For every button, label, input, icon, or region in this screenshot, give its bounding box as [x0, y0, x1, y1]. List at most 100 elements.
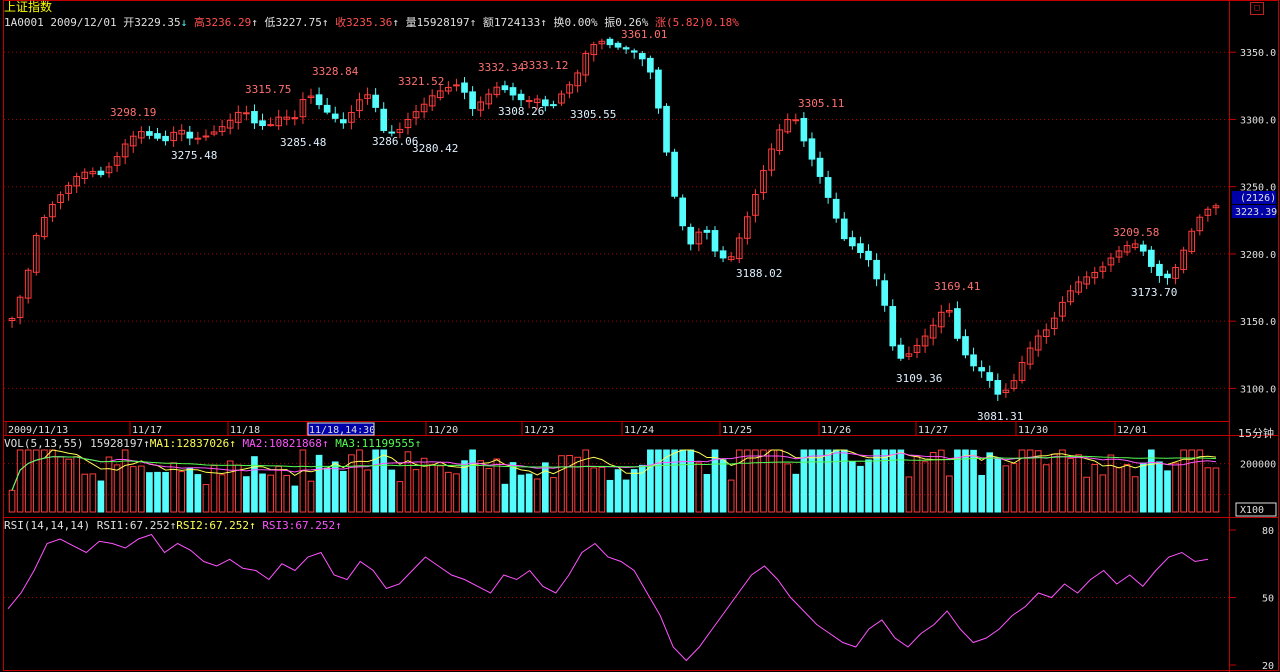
- volume-value: 量15928197: [405, 16, 470, 29]
- candle-body: [404, 118, 412, 129]
- volume-unit-label: X100: [1240, 505, 1264, 516]
- volume-bar: [493, 458, 501, 513]
- candle-body: [1212, 205, 1220, 209]
- candle-body: [1172, 266, 1179, 279]
- candle-body: [501, 85, 509, 91]
- volume-bar: [323, 467, 331, 513]
- candle-body: [436, 90, 444, 99]
- window-toggle-icon[interactable]: □: [1250, 2, 1264, 15]
- candle-body: [808, 138, 816, 160]
- volume-bar: [105, 456, 113, 513]
- volume-bar: [962, 449, 969, 513]
- rsi-tick-label: 50: [1262, 594, 1274, 605]
- vol-params: VOL(5,13,55): [4, 437, 84, 450]
- volume-bar: [978, 474, 985, 513]
- volume-bar: [679, 449, 687, 513]
- volume-bar: [339, 470, 347, 513]
- volume-bar: [259, 473, 266, 513]
- rsi1-arrow-icon: ↑: [169, 519, 177, 532]
- price-axis-ticks: 3100.0 3150.0 3200.0 3250.0 3300.0 3350.0: [1229, 48, 1276, 395]
- candle-body: [170, 131, 177, 142]
- date-axis-label: 11/30: [1018, 425, 1048, 436]
- candle-body: [622, 47, 630, 50]
- candle-body: [962, 336, 969, 356]
- volume-bar: [687, 449, 695, 513]
- candle-body: [695, 231, 703, 245]
- volume-bar: [897, 449, 905, 513]
- period-label[interactable]: 15分钟: [1238, 427, 1274, 440]
- volume-bar: [986, 452, 994, 513]
- price-tick-label: 3300.0: [1240, 115, 1276, 126]
- volume-bar: [792, 473, 800, 513]
- volume-bar: [1059, 449, 1066, 513]
- low-price: 低3227.75: [264, 16, 322, 29]
- volume-ma-lines: [11, 449, 1217, 491]
- date-axis-label: 11/17: [132, 425, 162, 436]
- candle-body: [776, 129, 783, 151]
- candle-body: [243, 112, 250, 115]
- volume-bar: [970, 449, 977, 513]
- candle-body: [461, 82, 468, 93]
- candle-body: [16, 296, 24, 318]
- candle-body: [711, 230, 719, 252]
- current-price-label: 3223.39: [1235, 207, 1277, 218]
- candle-body: [517, 93, 525, 101]
- volume-bar: [234, 464, 242, 513]
- volume-bar: [614, 469, 622, 513]
- candle-body: [1180, 249, 1187, 270]
- rsi3-arrow-icon: ↑: [335, 519, 342, 532]
- candle-body: [509, 87, 517, 96]
- candle-body: [792, 119, 800, 122]
- date-axis-label: 11/27: [918, 425, 948, 436]
- candle-body: [550, 104, 557, 107]
- candle-body: [428, 95, 436, 107]
- volume-bar: [574, 456, 581, 513]
- volume-bar: [1051, 453, 1058, 513]
- volume-bar: [1115, 467, 1123, 513]
- volume-bar: [388, 469, 396, 513]
- candle-body: [469, 91, 476, 110]
- rsi-line: [7, 533, 1209, 662]
- date-axis-label: 11/18: [230, 425, 260, 436]
- price-tick-label: 3350.0: [1240, 48, 1276, 59]
- volume-bar: [889, 449, 897, 513]
- candle-body: [533, 98, 541, 104]
- candle-body: [525, 100, 533, 103]
- candle-body: [614, 42, 622, 48]
- amount-value: 额1724133: [482, 16, 541, 29]
- candle-body: [752, 194, 759, 216]
- high-annotation: 3209.58: [1113, 226, 1159, 239]
- volume-bar: [1026, 449, 1034, 513]
- candle-body: [8, 317, 16, 321]
- candle-body: [24, 269, 32, 299]
- candlestick-series: [8, 36, 1220, 401]
- volume-bar: [566, 454, 573, 513]
- candle-body: [113, 156, 121, 166]
- volume-bar: [865, 459, 872, 513]
- high-annotation: 3361.01: [621, 28, 667, 41]
- volume-bar: [905, 476, 913, 513]
- candle-body: [1018, 362, 1026, 381]
- ma2-arrow-icon: ↑: [321, 437, 329, 450]
- volume-bar: [32, 449, 40, 513]
- volume-bar: [186, 467, 194, 513]
- candle-body: [299, 99, 307, 118]
- candle-body: [1107, 257, 1115, 266]
- candle-body: [606, 38, 614, 46]
- candle-body: [638, 53, 646, 60]
- volume-bar: [307, 480, 315, 513]
- volume-bar: [81, 473, 89, 513]
- candle-body: [986, 372, 994, 381]
- chart-frame: [3, 0, 1279, 671]
- date-axis-label: 11/25: [722, 425, 752, 436]
- volume-bar: [267, 474, 274, 513]
- volume-bar: [178, 471, 186, 513]
- vol-ma3: MA3:11199555: [335, 437, 415, 450]
- volume-bar: [752, 449, 759, 513]
- volume-ma3-line: [11, 455, 1217, 491]
- volume-bar: [849, 461, 856, 513]
- candle-body: [905, 353, 913, 357]
- volume-bar: [243, 476, 250, 513]
- candle-body: [388, 131, 396, 134]
